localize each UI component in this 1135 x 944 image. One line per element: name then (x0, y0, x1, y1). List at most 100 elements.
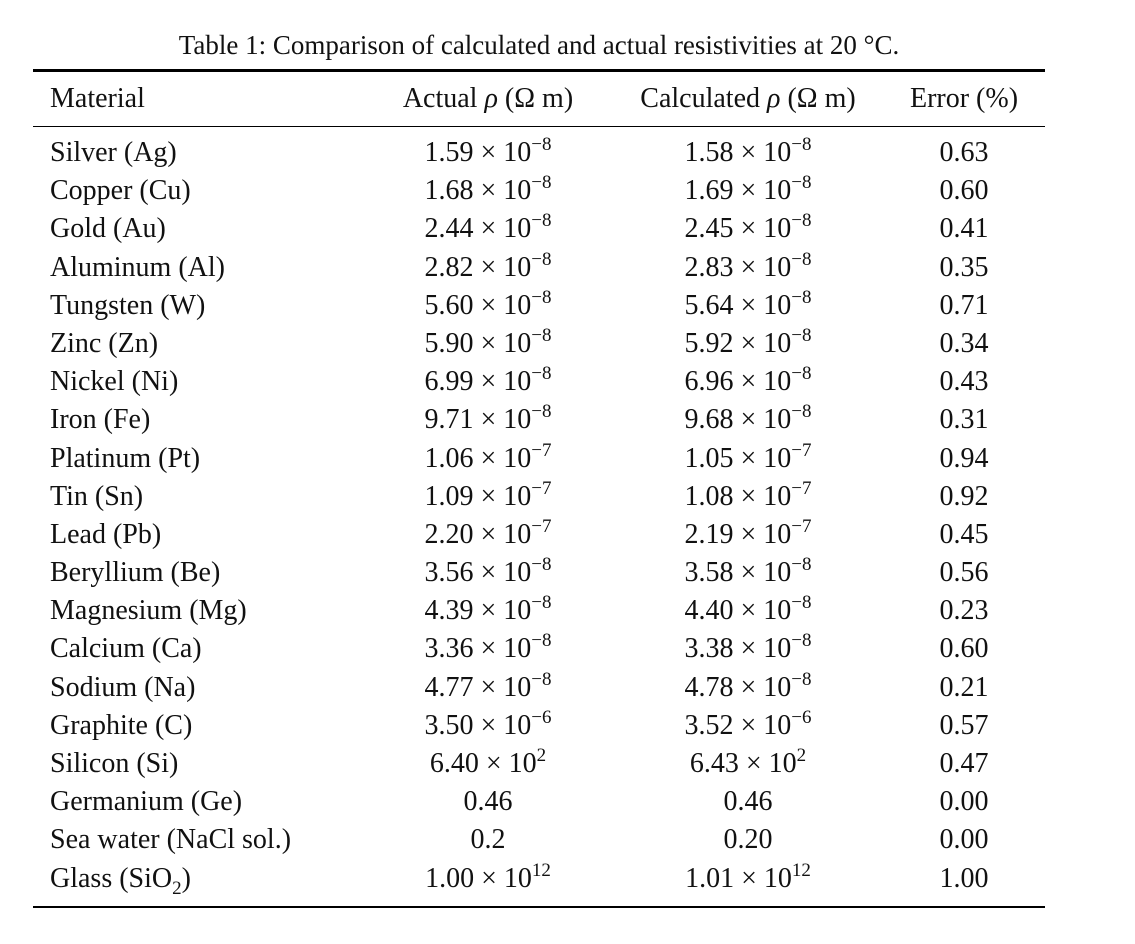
calculated-cell: 1.08 × 10−7 (684, 477, 812, 512)
actual-cell: 3.50 × 10−6 (424, 706, 552, 741)
table-row: Aluminum (Al) 2.82 × 10−8 2.83 × 10−8 0.35 (33, 249, 1045, 287)
material-cell: Silver (Ag) (50, 137, 177, 168)
actual-cell: 3.36 × 10−8 (424, 630, 552, 665)
material-cell: Platinum (Pt) (50, 442, 201, 474)
table-row: Gold (Au) 2.44 × 10−8 2.45 × 10−8 0.41 (33, 210, 1045, 248)
calculated-cell: 3.58 × 10−8 (684, 554, 812, 589)
calculated-cell: 1.05 × 10−7 (684, 439, 812, 474)
actual-cell: 1.68 × 10−8 (424, 172, 552, 207)
error-cell: 0.00 (939, 786, 989, 818)
error-cell: 0.94 (939, 442, 989, 474)
actual-cell: 2.82 × 10−8 (424, 248, 552, 283)
calculated-cell: 2.45 × 10−8 (684, 210, 812, 245)
material-cell: Graphite (C) (50, 709, 193, 741)
actual-cell: 0.46 (463, 786, 513, 818)
material-cell: Iron (Fe) (50, 404, 151, 436)
error-cell: 1.00 (939, 862, 989, 894)
error-cell: 0.43 (939, 366, 989, 398)
error-cell: 0.34 (939, 327, 989, 359)
header-material: Material (50, 82, 145, 114)
table-row: Sodium (Na) 4.77 × 10−8 4.78 × 10−8 0.21 (33, 669, 1045, 707)
table-row: Tin (Sn) 1.09 × 10−7 1.08 × 10−7 0.92 (33, 478, 1045, 516)
table-row: Beryllium (Be) 3.56 × 10−8 3.58 × 10−8 0.56 (33, 554, 1045, 592)
material-cell: Zinc (Zn) (50, 327, 159, 359)
calculated-cell: 2.83 × 10−8 (684, 248, 812, 283)
actual-cell: 2.20 × 10−7 (424, 515, 552, 550)
material-cell: Sodium (Na) (50, 671, 196, 703)
table-row: Lead (Pb) 2.20 × 10−7 2.19 × 10−7 0.45 (33, 516, 1045, 554)
material-cell: Tungsten (W) (50, 289, 206, 321)
error-cell: 0.57 (939, 709, 989, 741)
material-cell: Beryllium (Be) (50, 557, 221, 589)
actual-cell: 0.2 (470, 824, 506, 856)
material-cell: Magnesium (Mg) (50, 595, 247, 627)
top-rule (33, 69, 1045, 72)
error-cell: 0.45 (939, 518, 989, 550)
error-cell: 0.60 (939, 633, 989, 665)
material-cell: Calcium (Ca) (50, 633, 202, 665)
table-row: Platinum (Pt) 1.06 × 10−7 1.05 × 10−7 0.94 (33, 440, 1045, 478)
actual-cell: 1.59 × 10−8 (424, 134, 552, 168)
header-calculated: Calculated ρ (Ω m) (640, 82, 856, 114)
calculated-cell: 6.43 × 102 (689, 745, 807, 779)
calculated-cell: 3.38 × 10−8 (684, 630, 812, 665)
error-cell: 0.35 (939, 251, 989, 283)
actual-cell: 6.99 × 10−8 (424, 363, 552, 398)
calculated-cell: 2.19 × 10−7 (684, 515, 812, 550)
table-row: Nickel (Ni) 6.99 × 10−8 6.96 × 10−8 0.43 (33, 363, 1045, 401)
mid-rule (33, 125, 1045, 127)
actual-cell: 9.71 × 10−8 (424, 401, 552, 436)
material-cell: Gold (Au) (50, 213, 166, 245)
header-actual: Actual ρ (Ω m) (402, 82, 574, 114)
error-cell: 0.71 (939, 289, 989, 321)
calculated-cell: 1.58 × 10−8 (684, 134, 812, 168)
error-cell: 0.60 (939, 175, 989, 207)
error-cell: 0.41 (939, 213, 989, 245)
actual-cell: 5.60 × 10−8 (424, 286, 552, 321)
calculated-cell: 5.92 × 10−8 (684, 324, 812, 359)
table-row: Silver (Ag) 1.59 × 10−8 1.58 × 10−8 0.63 (33, 134, 1045, 172)
bottom-rule (33, 905, 1045, 909)
material-cell: Germanium (Ge) (50, 786, 243, 818)
material-cell: Sea water (NaCl sol.) (50, 824, 292, 856)
material-cell: Glass (SiO2) (50, 862, 191, 899)
calculated-cell: 0.46 (723, 786, 773, 818)
material-cell: Tin (Sn) (50, 480, 144, 512)
actual-cell: 6.40 × 102 (429, 745, 547, 779)
table-row: Calcium (Ca) 3.36 × 10−8 3.38 × 10−8 0.60 (33, 630, 1045, 668)
calculated-cell: 1.01 × 1012 (685, 859, 811, 894)
resistivity-table: Material Actual ρ (Ω m) Calculated ρ (Ω … (33, 69, 1045, 909)
actual-cell: 1.00 × 1012 (425, 859, 551, 894)
error-cell: 0.23 (939, 595, 989, 627)
calculated-cell: 6.96 × 10−8 (684, 363, 812, 398)
table-row: Iron (Fe) 9.71 × 10−8 9.68 × 10−8 0.31 (33, 401, 1045, 439)
error-cell: 0.00 (939, 824, 989, 856)
calculated-cell: 3.52 × 10−6 (684, 706, 812, 741)
table-row: Zinc (Zn) 5.90 × 10−8 5.92 × 10−8 0.34 (33, 325, 1045, 363)
calculated-cell: 4.78 × 10−8 (684, 668, 812, 703)
actual-cell: 1.09 × 10−7 (424, 477, 552, 512)
table-row: Magnesium (Mg) 4.39 × 10−8 4.40 × 10−8 0.23 (33, 592, 1045, 630)
actual-cell: 5.90 × 10−8 (424, 324, 552, 359)
table-row: Copper (Cu) 1.68 × 10−8 1.69 × 10−8 0.60 (33, 172, 1045, 210)
table-row: Tungsten (W) 5.60 × 10−8 5.64 × 10−8 0.71 (33, 287, 1045, 325)
error-cell: 0.56 (939, 557, 989, 589)
material-cell: Silicon (Si) (50, 748, 179, 779)
error-cell: 0.21 (939, 671, 989, 703)
calculated-cell: 9.68 × 10−8 (684, 401, 812, 436)
calculated-cell: 4.40 × 10−8 (684, 592, 812, 627)
material-cell: Aluminum (Al) (50, 251, 225, 283)
header-row: Material Actual ρ (Ω m) Calculated ρ (Ω … (33, 72, 1045, 126)
actual-cell: 4.77 × 10−8 (424, 668, 552, 703)
table-row: Sea water (NaCl sol.) 0.2 0.20 0.00 (33, 821, 1045, 859)
header-error: Error (%) (909, 82, 1019, 114)
material-cell: Copper (Cu) (50, 175, 191, 207)
table-row: Glass (SiO2) 1.00 × 1012 1.01 × 1012 1.00 (33, 859, 1045, 899)
actual-cell: 2.44 × 10−8 (424, 210, 552, 245)
table-row: Germanium (Ge) 0.46 0.46 0.00 (33, 783, 1045, 821)
error-cell: 0.92 (939, 480, 989, 512)
material-cell: Nickel (Ni) (50, 366, 179, 398)
material-cell: Lead (Pb) (50, 518, 162, 550)
actual-cell: 4.39 × 10−8 (424, 592, 552, 627)
actual-cell: 1.06 × 10−7 (424, 439, 552, 474)
